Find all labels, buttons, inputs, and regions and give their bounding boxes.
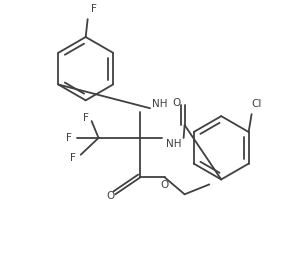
Text: F: F: [83, 113, 89, 123]
Text: Cl: Cl: [251, 99, 262, 109]
Text: O: O: [161, 181, 169, 190]
Text: NH: NH: [166, 139, 181, 149]
Text: F: F: [70, 153, 76, 163]
Text: O: O: [106, 191, 115, 201]
Text: F: F: [66, 133, 72, 143]
Text: O: O: [173, 98, 181, 108]
Text: NH: NH: [152, 99, 168, 109]
Text: F: F: [91, 4, 97, 14]
